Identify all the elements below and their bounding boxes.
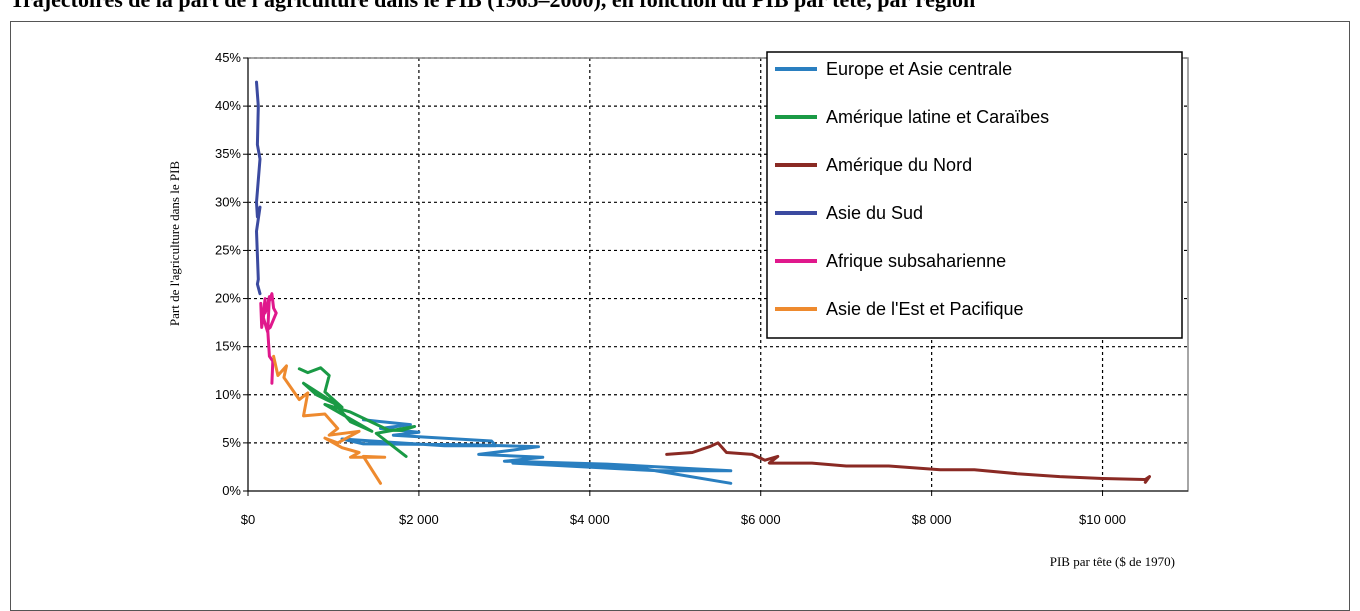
y-tick-label: 35% (215, 146, 241, 161)
series-line (259, 292, 278, 385)
legend-label: Asie du Sud (826, 203, 923, 223)
y-tick-label: 10% (215, 387, 241, 402)
y-tick-label: 20% (215, 291, 241, 306)
y-tick-label: 0% (222, 483, 241, 498)
legend-label: Amérique du Nord (826, 155, 972, 175)
chart-svg: 0% 5% 10% 15% 20% 25% 30% 35% 40% 45% $0 $2 000 $4 0… (167, 50, 1189, 569)
y-tick-label: 25% (215, 242, 241, 257)
series-line (340, 418, 733, 485)
y-tick-label: 45% (215, 50, 241, 65)
chart-frame: 0% 5% 10% 15% 20% 25% 30% 35% 40% 45% $0 $2 000 $4 0… (10, 21, 1350, 611)
legend: Europe et Asie centrale Amérique latine e… (766, 51, 1183, 339)
series-line (665, 441, 1151, 484)
legend-label: Asie de l'Est et Pacifique (826, 299, 1024, 319)
series-line (272, 354, 387, 485)
y-tick-label: 15% (215, 339, 241, 354)
x-tick-label: $4 000 (570, 512, 610, 527)
series-line (297, 366, 417, 458)
x-tick-label: $8 000 (912, 512, 952, 527)
y-tick-label: 5% (222, 435, 241, 450)
y-tick-label: 40% (215, 98, 241, 113)
legend-label: Afrique subsaharienne (826, 251, 1006, 271)
legend-box (766, 51, 1183, 339)
y-axis-title: Part de l'agriculture dans le PIB (167, 161, 182, 326)
x-axis-title: PIB par tête ($ de 1970) (1050, 554, 1175, 569)
x-tick-label: $10 000 (1079, 512, 1126, 527)
series-line (255, 80, 262, 296)
legend-label: Amérique latine et Caraïbes (826, 107, 1049, 127)
series-lines (255, 80, 1151, 485)
x-tick-label: $0 (241, 512, 255, 527)
y-tick-label: 30% (215, 194, 241, 209)
legend-label: Europe et Asie centrale (826, 59, 1012, 79)
x-tick-label: $6 000 (741, 512, 781, 527)
x-tick-label: $2 000 (399, 512, 439, 527)
axes: 0% 5% 10% 15% 20% 25% 30% 35% 40% 45% $0 $2 000 $4 0… (215, 50, 1188, 527)
